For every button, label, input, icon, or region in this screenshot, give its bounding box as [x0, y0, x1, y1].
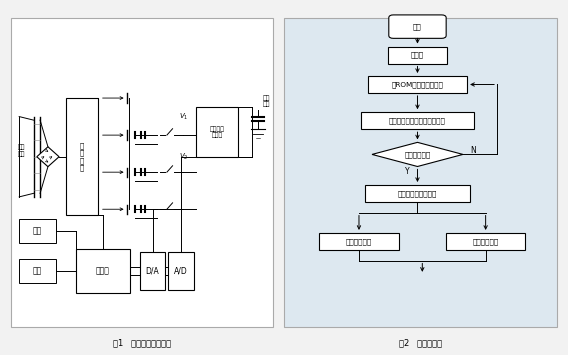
- Text: 初始化: 初始化: [411, 52, 424, 58]
- Text: 交流
输入: 交流 输入: [18, 144, 26, 157]
- Text: 可调三端
稳压器: 可调三端 稳压器: [210, 126, 224, 138]
- Text: 图2   程序流程图: 图2 程序流程图: [399, 338, 442, 347]
- Bar: [446, 233, 525, 250]
- Bar: [140, 252, 165, 290]
- Polygon shape: [372, 142, 463, 166]
- Text: 键盘: 键盘: [33, 226, 42, 235]
- Text: 直流
输出: 直流 输出: [263, 95, 270, 107]
- Text: 有否按键输入: 有否按键输入: [404, 151, 431, 158]
- Bar: [11, 18, 273, 327]
- FancyBboxPatch shape: [389, 15, 446, 38]
- Text: 转向相应码键子程序: 转向相应码键子程序: [398, 190, 437, 197]
- Text: 单片机: 单片机: [96, 267, 110, 275]
- Text: 上机: 上机: [413, 23, 422, 30]
- Text: 设定输出电压: 设定输出电压: [346, 238, 372, 245]
- Bar: [388, 47, 448, 64]
- Text: 图1   电源主电路原理图: 图1 电源主电路原理图: [113, 338, 171, 347]
- Text: 辅
助
电
源: 辅 助 电 源: [80, 142, 84, 171]
- Text: 输出并显示输出电压、过流值: 输出并显示输出电压、过流值: [389, 118, 446, 124]
- Text: A/D: A/D: [174, 267, 188, 275]
- Text: $V_1$: $V_1$: [179, 111, 189, 122]
- Text: N: N: [470, 146, 476, 155]
- Polygon shape: [37, 147, 59, 167]
- Bar: [19, 259, 56, 283]
- Text: 从ROM中读出各预置值: 从ROM中读出各预置值: [391, 81, 444, 88]
- Bar: [368, 76, 467, 93]
- Text: $V_2$: $V_2$: [179, 152, 189, 162]
- Bar: [76, 249, 130, 293]
- Text: 显示: 显示: [33, 267, 42, 275]
- Bar: [365, 185, 470, 202]
- Bar: [319, 233, 399, 250]
- Bar: [284, 18, 557, 327]
- Bar: [195, 107, 238, 157]
- Text: Y: Y: [405, 167, 410, 176]
- Text: D/A: D/A: [145, 267, 160, 275]
- Bar: [66, 98, 98, 215]
- Bar: [361, 112, 474, 129]
- Bar: [168, 252, 194, 290]
- Bar: [19, 218, 56, 243]
- Text: 设定定时周期: 设定定时周期: [473, 238, 499, 245]
